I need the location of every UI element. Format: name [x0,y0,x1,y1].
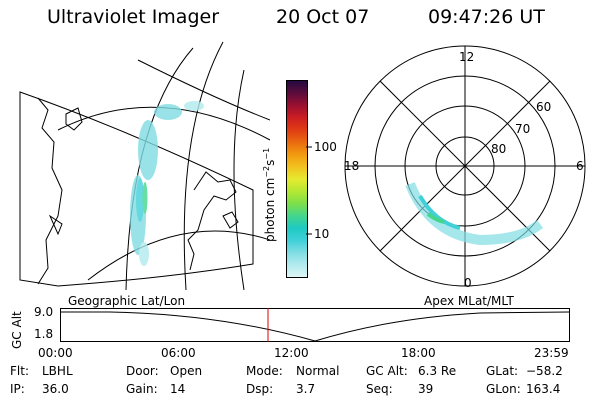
footer-key: Flt: [10,364,29,378]
footer-key: Mode: [246,364,283,378]
colorbar-unit-label: photon cm−2s−1 [262,147,277,242]
footer-key: GLat: [486,364,519,378]
geographic-map-panel [19,41,270,291]
mlt-label-18: 18 [344,159,359,173]
footer-value: 39 [418,382,434,396]
colorbar-ticks: 100 10 [306,140,337,241]
footer-value: −58.2 [526,364,563,378]
auroral-oval-polar [405,182,544,246]
footer-value: Normal [296,364,340,378]
colorbar-tick-10: 10 [314,227,329,241]
map-frame [19,91,254,287]
instrument-title: Ultraviolet Imager [47,6,220,28]
time-tick-label: 23:59 [534,346,569,360]
gc-alt-ymin: 1.8 [34,327,54,341]
mlt-label-12: 12 [459,50,474,64]
footer-key: GC Alt: [366,364,408,378]
gc-alt-ymax: 9.0 [34,305,54,319]
mlt-label-0: 0 [464,276,472,290]
altitude-curve [60,311,570,342]
footer-key: GLon: [486,382,521,396]
colorbar [286,80,308,278]
altitude-strip-plot [60,308,570,342]
time-label: 09:47:26 UT [428,6,545,28]
mlat-label-80: 80 [491,142,506,156]
date-label: 20 Oct 07 [276,6,370,28]
footer-key: IP: [10,382,25,396]
footer-value: 163.4 [526,382,561,396]
mlat-label-60: 60 [536,100,551,114]
auroral-oval-geo [130,101,204,266]
polar-mlat-mlt-panel: 12 18 6 0 60 70 80 [344,45,586,290]
footer-key: Seq: [366,382,393,396]
gc-alt-axis-label: GC Alt [10,311,24,349]
footer-value: 36.0 [42,382,69,396]
footer-key: Door: [126,364,159,378]
time-tick-label: 06:00 [161,346,196,360]
polar-panel-caption: Apex MLat/MLT [424,294,514,308]
footer-key: Dsp: [246,382,274,396]
time-tick-label: 18:00 [401,346,436,360]
mlat-label-70: 70 [515,122,530,136]
time-tick-label: 00:00 [38,346,73,360]
footer-key: Gain: [126,382,158,396]
footer-value: 6.3 Re [418,364,457,378]
time-tick-label: 12:00 [274,346,309,360]
footer-value: 14 [170,382,186,396]
footer-value: Open [170,364,203,378]
mlt-label-6: 6 [576,159,584,173]
footer-value: LBHL [42,364,73,378]
colorbar-tick-100: 100 [314,140,337,154]
footer-value: 3.7 [296,382,316,396]
geo-panel-caption: Geographic Lat/Lon [68,294,186,308]
